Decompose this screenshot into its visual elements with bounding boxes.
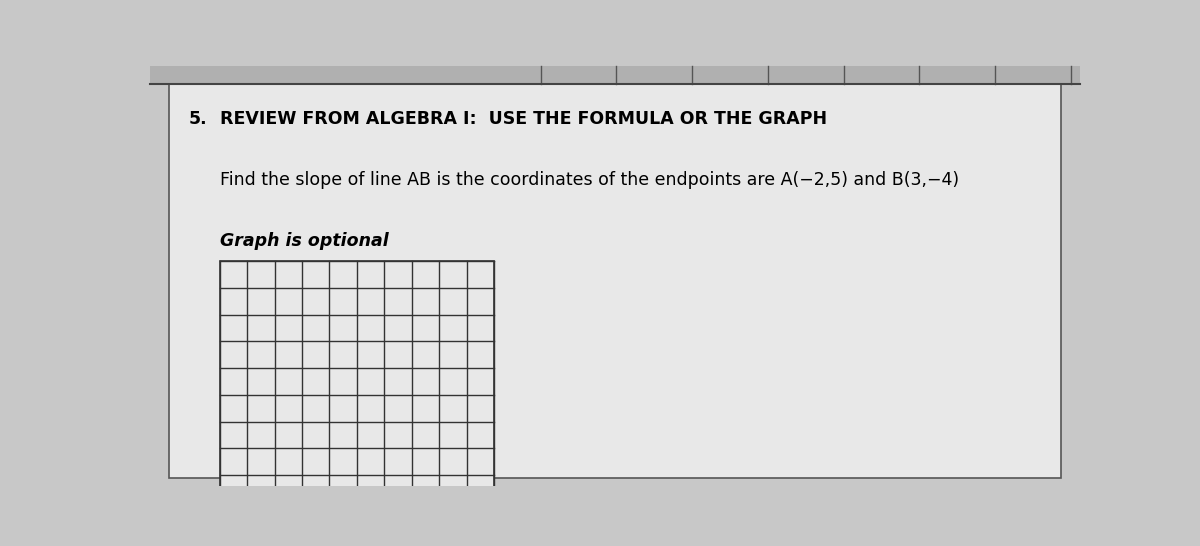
Text: Graph is optional: Graph is optional [220,232,389,250]
Bar [220,261,494,546]
Text: 5.: 5. [190,110,208,128]
Text: REVIEW FROM ALGEBRA I:  USE THE FORMULA OR THE GRAPH: REVIEW FROM ALGEBRA I: USE THE FORMULA O… [220,110,827,128]
Text: Find the slope of line AB is the coordinates of the endpoints are A(−2,5) and B(: Find the slope of line AB is the coordin… [220,171,959,188]
Bar [150,66,1080,85]
